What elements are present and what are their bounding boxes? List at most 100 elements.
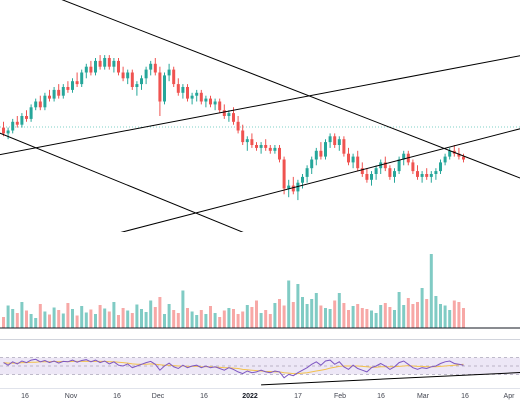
- volume-bar-up: [84, 312, 88, 328]
- volume-bar-up: [314, 293, 318, 328]
- candle-body: [245, 139, 249, 143]
- volume-bar-up: [94, 314, 97, 328]
- volume-bar-down: [333, 300, 337, 328]
- rsi-line: [3, 358, 464, 379]
- candle-body: [351, 156, 355, 163]
- volume-bar-up: [11, 309, 15, 328]
- candle-body: [163, 75, 166, 102]
- candle-body: [393, 171, 396, 177]
- volume-bar-up: [443, 305, 447, 328]
- candle-up: [163, 72, 166, 105]
- candle-down: [15, 116, 19, 128]
- x-tick-label: 16: [461, 393, 469, 400]
- volume-bar-down: [360, 308, 364, 328]
- candle-down: [199, 89, 203, 105]
- x-tick-label: Nov: [65, 393, 78, 400]
- volume-bar-up: [29, 314, 33, 328]
- volume-bar-up: [149, 300, 153, 328]
- candle-body: [310, 159, 314, 169]
- candle-up: [273, 145, 277, 154]
- candle-up: [167, 63, 171, 82]
- candle-body: [232, 113, 235, 122]
- candle-up: [305, 165, 309, 183]
- candle-body: [259, 145, 263, 148]
- volume-bar-up: [61, 313, 65, 328]
- candle-body: [383, 162, 387, 169]
- candle-down: [121, 66, 125, 82]
- candle-body: [209, 98, 212, 105]
- candle-body: [411, 162, 415, 172]
- candle-body: [57, 89, 61, 96]
- candle-up: [52, 87, 56, 102]
- volume-bar-down: [89, 309, 93, 328]
- volume-bar-down: [25, 310, 28, 328]
- candle-body: [370, 174, 373, 180]
- candle-body: [360, 168, 364, 174]
- volume-bar-down: [158, 297, 162, 328]
- volume-bar-up: [397, 292, 401, 328]
- candle-body: [462, 156, 465, 160]
- candle-body: [301, 176, 304, 183]
- candle-up: [149, 60, 153, 76]
- volume-bar-down: [121, 308, 125, 328]
- volume-bar-up: [402, 305, 406, 328]
- volume-bar-up: [245, 305, 249, 328]
- volume-bar-up: [190, 311, 194, 328]
- candle-body: [273, 147, 277, 151]
- candle-up: [29, 104, 33, 122]
- candle-up: [181, 84, 185, 99]
- volume-bar-up: [80, 306, 84, 328]
- candle-up: [80, 69, 84, 87]
- candle-body: [190, 95, 194, 99]
- candle-body: [181, 87, 185, 93]
- candle-up: [190, 92, 194, 105]
- candle-body: [296, 182, 300, 192]
- candle-body: [15, 121, 19, 125]
- volume-bar-down: [222, 310, 226, 328]
- candle-body: [103, 58, 107, 67]
- candle-body: [314, 150, 318, 160]
- candle-down: [218, 98, 222, 114]
- volume-bar-up: [324, 308, 327, 328]
- candle-body: [342, 139, 346, 154]
- candle-down: [38, 95, 42, 111]
- candle-body: [195, 92, 199, 96]
- volume-bar-down: [176, 313, 180, 328]
- candle-body: [94, 60, 97, 73]
- candle-body: [66, 87, 70, 90]
- volume-bar-up: [393, 310, 396, 328]
- candle-up: [429, 171, 433, 183]
- candle-up: [135, 81, 139, 96]
- volume-bar-down: [107, 311, 111, 328]
- volume-bar-up: [163, 314, 166, 328]
- candle-down: [48, 89, 51, 102]
- candle-body: [121, 72, 125, 79]
- x-tick-label: Dec: [152, 393, 165, 400]
- candle-up: [245, 136, 249, 151]
- candle-down: [264, 139, 268, 151]
- volume-bar-down: [98, 305, 102, 328]
- volume-bar-up: [374, 313, 378, 328]
- candle-body: [84, 66, 88, 73]
- volume-bar-up: [337, 293, 341, 328]
- volume-bar-down: [186, 308, 189, 328]
- volume-bar-up: [379, 305, 383, 328]
- volume-bar-down: [319, 305, 323, 328]
- volume-bar-up: [351, 306, 355, 328]
- candle-down: [365, 168, 369, 183]
- volume-bar-up: [448, 310, 452, 328]
- candle-down: [75, 72, 79, 87]
- candle-down: [158, 66, 162, 116]
- candle-body: [89, 66, 93, 73]
- candle-body: [333, 136, 337, 145]
- volume-bar-up: [259, 313, 263, 328]
- candle-body: [434, 171, 438, 174]
- volume-bar-down: [255, 300, 258, 328]
- x-tick-label: 16: [200, 393, 208, 400]
- candle-up: [301, 174, 304, 189]
- candle-up: [259, 142, 263, 154]
- candle-up: [84, 63, 88, 79]
- candle-up: [374, 165, 378, 180]
- candle-body: [388, 168, 392, 177]
